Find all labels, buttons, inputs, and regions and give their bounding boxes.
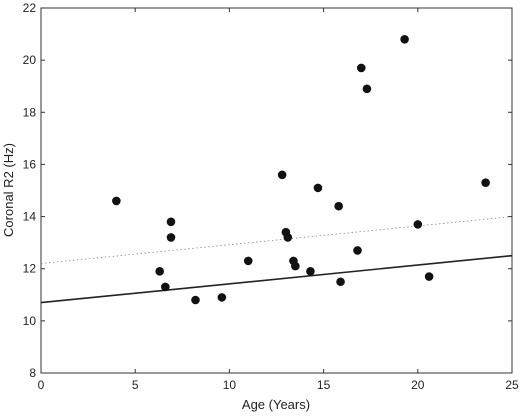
data-point: [356, 63, 366, 73]
data-point: [334, 201, 343, 211]
data-point: [291, 261, 300, 271]
data-point: [155, 267, 164, 276]
data-point: [217, 293, 227, 302]
y-tick-label: 10: [23, 314, 37, 328]
y-tick-label: 22: [23, 1, 37, 15]
data-point: [306, 267, 315, 276]
x-axis-ticks: 0 5 10 15 20 25: [38, 8, 519, 392]
x-tick-label: 25: [505, 378, 519, 392]
x-axis-label: Age (Years): [242, 397, 310, 412]
y-tick-label: 8: [29, 366, 36, 380]
y-axis-label: Coronal R2 (Hz): [1, 143, 16, 237]
y-tick-label: 18: [23, 105, 37, 119]
y-tick-label: 14: [23, 210, 37, 224]
data-point: [362, 84, 372, 94]
x-tick-label: 5: [132, 378, 139, 392]
regression-line: [40, 254, 513, 304]
data-point: [161, 282, 170, 292]
y-tick-label: 20: [23, 53, 37, 67]
data-point: [313, 183, 323, 193]
data-points: [112, 34, 490, 305]
data-point: [166, 233, 176, 242]
data-point: [481, 178, 490, 187]
data-point: [424, 272, 434, 281]
x-tick-label: 15: [317, 378, 331, 392]
y-axis-ticks: 8 10 12 14 16 18 20 22: [23, 1, 512, 380]
y-tick-label: 12: [23, 262, 37, 276]
x-tick-label: 0: [38, 378, 45, 392]
data-point: [191, 295, 200, 305]
fit-lines: [40, 216, 513, 304]
x-tick-label: 10: [223, 378, 237, 392]
data-point: [353, 246, 362, 255]
data-point: [243, 256, 253, 266]
data-point: [166, 217, 176, 227]
x-tick-label: 20: [411, 378, 425, 392]
dotted-fit-line: [40, 216, 513, 264]
data-point: [336, 277, 345, 287]
y-tick-label: 16: [23, 157, 37, 171]
plot-area-frame: [40, 7, 513, 374]
data-point: [277, 170, 287, 180]
data-point: [283, 233, 293, 242]
data-point: [112, 196, 121, 206]
data-point: [413, 220, 423, 229]
data-point: [400, 34, 409, 44]
